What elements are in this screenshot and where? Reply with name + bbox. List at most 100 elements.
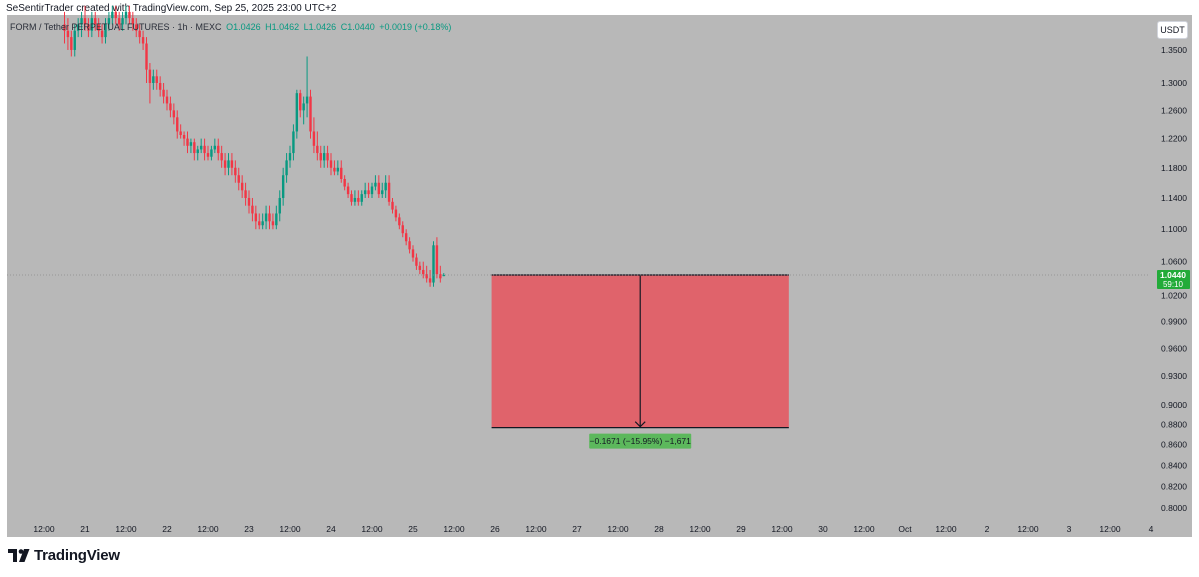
candle-body (254, 213, 258, 222)
candle-body (223, 160, 227, 168)
candle-body (281, 175, 285, 198)
candle-body (411, 249, 415, 258)
ohlc-low: L1.0426 (303, 22, 337, 32)
candle-body (152, 76, 155, 83)
candle-body (80, 18, 83, 25)
candle-body (145, 43, 148, 70)
candle-body (258, 221, 261, 226)
price-tick-label: 1.1000 (1161, 224, 1187, 234)
candle-body (100, 30, 104, 38)
candle-body (309, 96, 312, 132)
candle-body (121, 18, 124, 25)
time-tick-label: 25 (408, 524, 418, 534)
candle-body (357, 197, 360, 202)
candle-body (394, 209, 398, 218)
candle-body (135, 24, 138, 31)
currency-button[interactable]: USDT (1157, 21, 1188, 39)
candle-body (162, 89, 165, 97)
candles-layer (63, 5, 445, 287)
candle-body (384, 182, 387, 191)
candle-body (292, 131, 295, 154)
candle-body (90, 18, 94, 31)
time-tick-label: Oct (898, 524, 912, 534)
price-tick-label: 0.8800 (1161, 420, 1187, 430)
candle-body (316, 145, 319, 154)
candle-body (425, 274, 428, 279)
candle-body (439, 274, 442, 279)
candle-body (206, 153, 210, 157)
price-axis: 1.3500 1.3000 1.2600 1.2200 1.1800 1.1400 1.10… (7, 45, 1190, 513)
candle-body (220, 153, 223, 161)
candle-body (353, 197, 357, 202)
price-tick-label: 1.0200 (1161, 290, 1187, 300)
price-tick-label: 1.3500 (1161, 45, 1187, 55)
tradingview-brand[interactable]: TradingView (8, 547, 120, 564)
candle-body (302, 103, 305, 111)
candle-body (213, 145, 217, 150)
candle-body (176, 117, 179, 132)
candle-body (70, 37, 73, 50)
brand-name: TradingView (34, 547, 120, 564)
candle-body (343, 178, 346, 187)
candle-body (111, 11, 114, 19)
candle-body (141, 37, 145, 44)
candle-body (387, 182, 391, 202)
candle-body (182, 135, 186, 139)
candle-body (329, 160, 333, 168)
candle-body (158, 83, 162, 90)
candle-body (247, 197, 251, 206)
time-tick-label: 2 (985, 524, 990, 534)
candle-body (104, 24, 107, 38)
candle-body (124, 11, 128, 19)
measure-arrow-head (634, 421, 646, 428)
candle-body (117, 18, 121, 25)
candle-body (271, 221, 275, 226)
candle-body (73, 30, 76, 50)
price-tick-label: 1.1400 (1161, 193, 1187, 203)
candle-body (83, 18, 87, 25)
price-tick-label: 1.3000 (1161, 78, 1187, 88)
candle-body (66, 30, 70, 38)
time-tick-label: 12:00 (935, 524, 957, 534)
last-price-label: 1.0440 (1160, 270, 1186, 280)
candle-body (408, 241, 411, 250)
symbol-info-bar[interactable]: FORM / Tether PERPETUAL FUTURES · 1h · M… (10, 22, 453, 32)
time-tick-label: 12:00 (525, 524, 547, 534)
time-tick-label: 12:00 (689, 524, 711, 534)
candle-body (398, 217, 401, 226)
price-tick-label: 1.0600 (1161, 257, 1187, 267)
ohlc-change: +0.0019 (+0.18%) (379, 22, 452, 32)
time-tick-label: 29 (736, 524, 746, 534)
price-tick-label: 0.9600 (1161, 343, 1187, 353)
price-tick-label: 0.9000 (1161, 400, 1187, 410)
candle-body (97, 24, 100, 31)
candle-body (172, 110, 176, 118)
candle-body (94, 18, 97, 25)
candle-body (285, 160, 288, 176)
candle-body (404, 233, 408, 242)
candle-body (189, 142, 193, 146)
time-tick-label: 12:00 (771, 524, 793, 534)
candle-body (312, 131, 316, 146)
candle-body (367, 190, 370, 195)
symbol-title[interactable]: FORM / Tether PERPETUAL FUTURES · 1h · M… (10, 22, 222, 32)
candle-body (210, 149, 213, 157)
candle-body (295, 93, 299, 132)
price-range-measure: −0.1671 (−15.95%) −1,671 (491, 274, 789, 449)
time-tick-label: 12:00 (279, 524, 301, 534)
time-tick-label: 21 (80, 524, 90, 534)
time-tick-label: 12:00 (1099, 524, 1121, 534)
last-price-badge (1157, 269, 1190, 289)
candle-body (217, 145, 220, 154)
candle-body (346, 186, 350, 195)
candle-body (278, 197, 281, 214)
candle-body (275, 213, 278, 226)
candle-body (165, 96, 169, 104)
candle-body (422, 269, 425, 275)
time-tick-label: 28 (654, 524, 664, 534)
candle-body (196, 149, 199, 154)
time-tick-label: 4 (1149, 524, 1154, 534)
tradingview-logo-icon (8, 549, 30, 562)
candle-body (363, 190, 367, 195)
